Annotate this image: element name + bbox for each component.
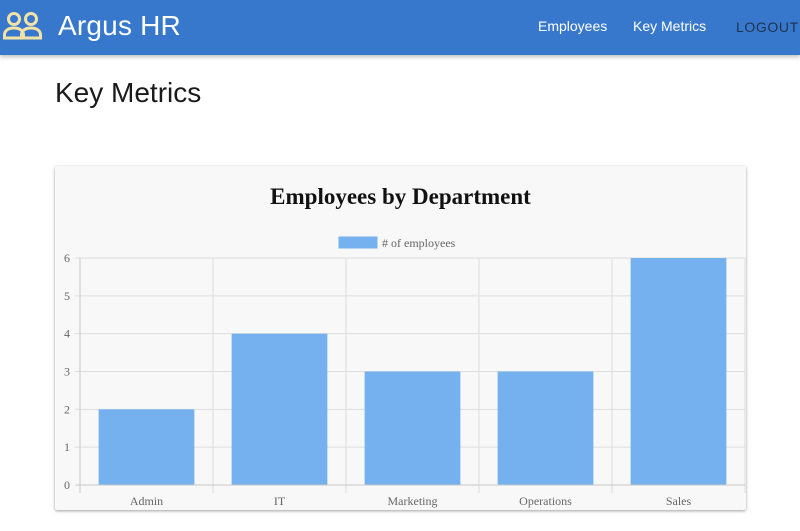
x-tick-label: Admin (130, 494, 163, 508)
legend-swatch (338, 236, 378, 249)
x-tick-label: Marketing (388, 494, 438, 508)
legend-label: # of employees (382, 236, 456, 250)
chart-card: Employees by Department # of employees 0… (55, 166, 746, 510)
y-tick-label: 0 (64, 478, 70, 492)
x-tick-label: Operations (519, 494, 572, 508)
employees-bar-chart: Employees by Department # of employees 0… (64, 184, 746, 508)
page-title: Key Metrics (55, 77, 202, 108)
y-tick-label: 3 (64, 365, 70, 379)
logout-button[interactable]: LOGOUT (736, 19, 799, 35)
y-tick-label: 6 (64, 251, 70, 265)
bar-admin[interactable] (98, 409, 195, 485)
chart-legend[interactable]: # of employees (338, 236, 456, 250)
app-title: Argus HR (58, 10, 181, 41)
bar-it[interactable] (231, 333, 328, 485)
nav-employees-link[interactable]: Employees (538, 18, 608, 34)
bar-marketing[interactable] (364, 371, 461, 486)
y-tick-label: 4 (64, 327, 70, 341)
app-bar: Argus HR Employees Key Metrics LOGOUT (0, 0, 800, 55)
bar-sales[interactable] (630, 258, 727, 485)
y-tick-label: 5 (64, 289, 70, 303)
people-icon (3, 12, 42, 40)
bar-operations[interactable] (497, 371, 594, 486)
y-tick-label: 2 (64, 402, 70, 416)
x-tick-label: IT (274, 494, 286, 508)
nav-key-metrics-link[interactable]: Key Metrics (633, 18, 707, 34)
x-tick-label: Sales (666, 494, 692, 508)
y-tick-label: 1 (64, 440, 70, 454)
chart-title: Employees by Department (270, 184, 531, 209)
